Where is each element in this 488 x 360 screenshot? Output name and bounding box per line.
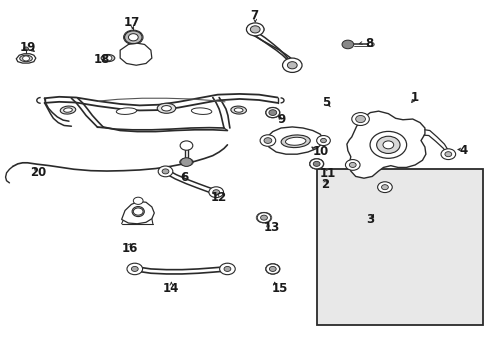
Circle shape	[440, 149, 455, 159]
Circle shape	[260, 135, 275, 146]
Text: 13: 13	[264, 221, 280, 234]
Bar	[316, 169, 483, 325]
Text: 2: 2	[321, 178, 329, 191]
Circle shape	[264, 138, 271, 143]
Circle shape	[131, 266, 138, 271]
Circle shape	[162, 169, 168, 174]
Polygon shape	[120, 43, 152, 65]
Ellipse shape	[20, 55, 32, 62]
Circle shape	[444, 152, 451, 157]
Circle shape	[133, 208, 143, 215]
Circle shape	[133, 197, 143, 204]
Text: 7: 7	[250, 9, 258, 22]
Circle shape	[208, 187, 223, 198]
Text: 14: 14	[162, 282, 178, 295]
Polygon shape	[122, 202, 154, 224]
Circle shape	[265, 264, 279, 274]
Ellipse shape	[60, 106, 76, 114]
Circle shape	[128, 34, 138, 41]
Circle shape	[313, 161, 320, 166]
Circle shape	[320, 138, 326, 143]
Circle shape	[367, 42, 373, 46]
Circle shape	[348, 162, 355, 167]
Circle shape	[265, 108, 279, 118]
Circle shape	[316, 135, 330, 145]
Text: 6: 6	[180, 171, 188, 184]
Text: 1: 1	[409, 91, 418, 104]
Text: 17: 17	[123, 16, 139, 29]
Circle shape	[250, 26, 260, 33]
Text: 10: 10	[312, 145, 328, 158]
Circle shape	[381, 185, 387, 190]
Circle shape	[257, 213, 270, 223]
Circle shape	[158, 166, 172, 177]
Circle shape	[124, 31, 142, 44]
Circle shape	[355, 116, 365, 123]
Circle shape	[219, 263, 235, 275]
Circle shape	[180, 141, 192, 150]
Circle shape	[345, 159, 359, 170]
Circle shape	[282, 58, 302, 72]
Circle shape	[23, 47, 28, 50]
Ellipse shape	[191, 108, 211, 114]
Text: 11: 11	[320, 167, 336, 180]
Text: 19: 19	[19, 41, 36, 54]
Ellipse shape	[230, 106, 246, 114]
Circle shape	[180, 158, 192, 166]
Ellipse shape	[382, 141, 393, 149]
Text: 5: 5	[322, 96, 330, 109]
Ellipse shape	[101, 54, 115, 62]
Polygon shape	[266, 127, 323, 154]
Text: 8: 8	[365, 36, 373, 50]
Circle shape	[127, 263, 142, 275]
Ellipse shape	[281, 135, 310, 148]
Ellipse shape	[132, 207, 144, 217]
Text: 9: 9	[277, 113, 285, 126]
Text: 3: 3	[366, 213, 374, 226]
Ellipse shape	[376, 136, 399, 153]
Text: 15: 15	[271, 282, 287, 295]
Ellipse shape	[369, 131, 406, 158]
Ellipse shape	[234, 108, 243, 112]
Circle shape	[104, 55, 112, 61]
Circle shape	[287, 62, 297, 69]
Ellipse shape	[161, 105, 171, 111]
Text: 20: 20	[30, 166, 46, 179]
Ellipse shape	[285, 137, 305, 145]
Ellipse shape	[157, 103, 175, 113]
Circle shape	[341, 40, 353, 49]
Circle shape	[260, 215, 267, 220]
Circle shape	[224, 266, 230, 271]
Circle shape	[351, 113, 368, 126]
Text: 4: 4	[458, 144, 467, 157]
Circle shape	[22, 56, 29, 61]
Ellipse shape	[116, 108, 137, 114]
Circle shape	[212, 190, 219, 195]
Circle shape	[246, 23, 264, 36]
Circle shape	[309, 159, 323, 169]
Circle shape	[269, 266, 276, 271]
Circle shape	[268, 110, 276, 116]
Text: 18: 18	[93, 53, 109, 66]
Text: 12: 12	[210, 192, 226, 204]
Ellipse shape	[63, 108, 72, 112]
Text: 16: 16	[122, 242, 138, 255]
Polygon shape	[346, 111, 425, 178]
Circle shape	[377, 182, 391, 193]
Polygon shape	[16, 54, 36, 63]
